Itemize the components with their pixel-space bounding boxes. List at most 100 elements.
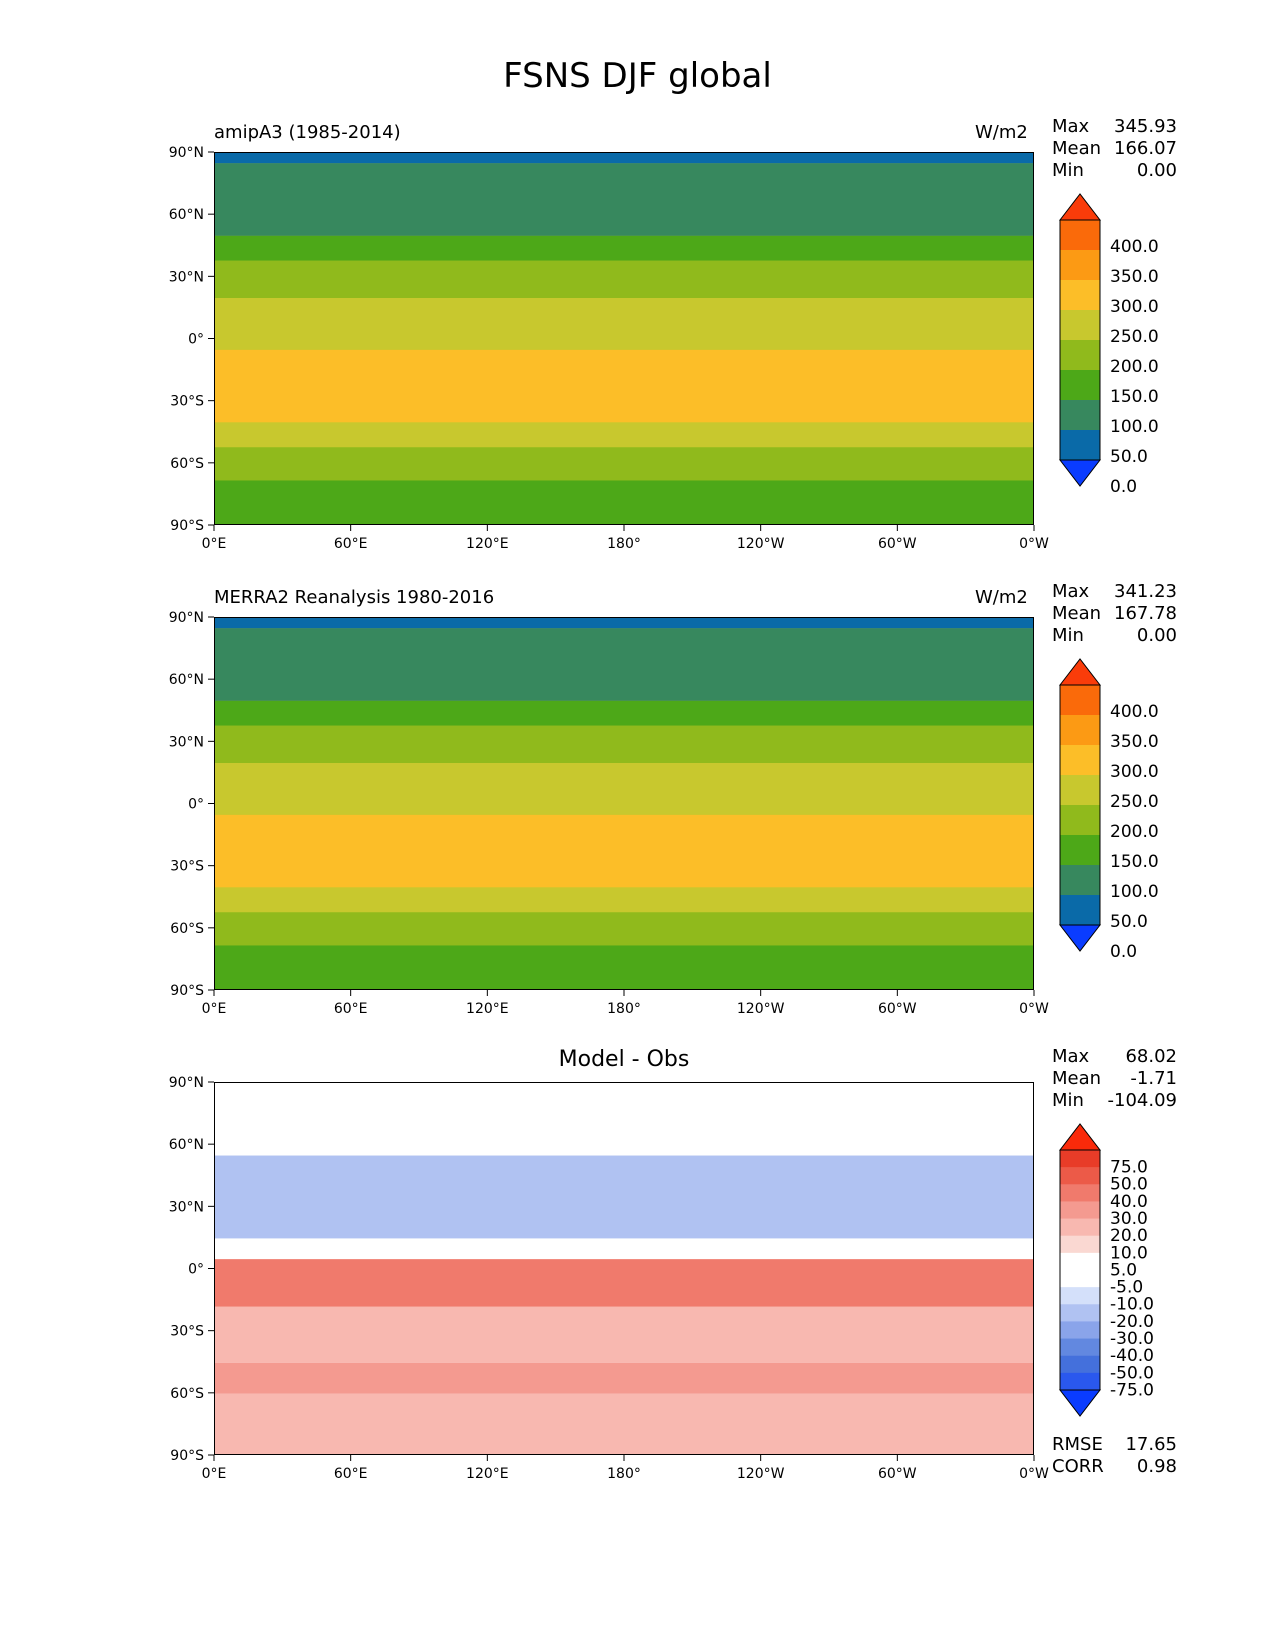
colorbar-label: 30.0 bbox=[1110, 1209, 1148, 1229]
colorbar-segment bbox=[1060, 1235, 1100, 1254]
panel1-stat-min: 0.00 bbox=[1136, 160, 1177, 181]
axes-ticks-panel2: 90°N 60°N 30°N 0° 30°S 60°S 90°S 0°E 60°E 120°E 18… bbox=[169, 610, 1049, 1017]
colorbar-segment bbox=[1060, 1252, 1100, 1271]
colorbar-label: 50.0 bbox=[1110, 1175, 1148, 1195]
x-tick-label: 180° bbox=[607, 1466, 641, 1482]
x-tick-label: 0°E bbox=[202, 1001, 227, 1017]
colorbar-segment bbox=[1060, 1150, 1100, 1168]
zonal-band bbox=[215, 349, 1033, 423]
zonal-band bbox=[215, 1362, 1033, 1394]
y-tick-label: 30°N bbox=[169, 269, 204, 285]
colorbar-label: 300.0 bbox=[1110, 297, 1159, 317]
colorbar-extend-min bbox=[1058, 1389, 1102, 1417]
colorbar-label: 50.0 bbox=[1110, 912, 1148, 932]
y-tick-label: 0° bbox=[188, 797, 204, 813]
colorbar-extend-max bbox=[1058, 658, 1102, 686]
colorbar-label: 200.0 bbox=[1110, 357, 1159, 377]
y-tick-label: 60°N bbox=[169, 1137, 204, 1153]
colorbar-segment bbox=[1060, 340, 1100, 371]
colorbar-label: 350.0 bbox=[1110, 267, 1159, 287]
panel3-stat-max-label: Max bbox=[1052, 1046, 1090, 1067]
x-tick-label: 60°W bbox=[878, 1001, 917, 1017]
colorbar-label: 400.0 bbox=[1110, 237, 1159, 257]
panel2-subtitle: MERRA2 Reanalysis 1980-2016 bbox=[214, 587, 495, 608]
y-tick-label: 60°S bbox=[170, 921, 204, 937]
panel3-stat-min-label: Min bbox=[1052, 1090, 1084, 1111]
colorbar-segment bbox=[1060, 1372, 1100, 1391]
colorbar-label: -50.0 bbox=[1110, 1363, 1154, 1383]
colorbar-label: 75.0 bbox=[1110, 1158, 1148, 1178]
panel3-stat-mean: -1.71 bbox=[1130, 1068, 1177, 1089]
panel2-stat-mean: 167.78 bbox=[1114, 603, 1177, 624]
colorbar-label: 250.0 bbox=[1110, 327, 1159, 347]
axes-ticks-panel1: 90°N 60°N 30°N 0° 30°S 60°S 90°S 0°E 60°E 120°E 18… bbox=[169, 145, 1049, 552]
colorbar-extend-max bbox=[1058, 1123, 1102, 1151]
colorbar-label: 40.0 bbox=[1110, 1192, 1148, 1212]
colorbar-label: 200.0 bbox=[1110, 822, 1159, 842]
panel3-title: Model - Obs bbox=[558, 1047, 690, 1072]
map-panel-obs bbox=[214, 617, 1034, 990]
colorbar-label: 100.0 bbox=[1110, 882, 1159, 902]
colorbar-label: 20.0 bbox=[1110, 1226, 1148, 1246]
y-tick-label: 30°N bbox=[169, 1199, 204, 1215]
panel1-stat-max: 345.93 bbox=[1114, 116, 1177, 137]
y-tick-label: 30°S bbox=[170, 859, 204, 875]
panel2-stat-min: 0.00 bbox=[1136, 625, 1177, 646]
y-tick-label: 60°S bbox=[170, 456, 204, 472]
colorbar-segment bbox=[1060, 1184, 1100, 1202]
panel2-stat-max-label: Max bbox=[1052, 581, 1090, 602]
x-tick-label: 0°E bbox=[202, 1466, 227, 1482]
panel3-corr-label: CORR bbox=[1052, 1456, 1104, 1477]
zonal-band bbox=[215, 163, 1033, 236]
colorbar-frame bbox=[1059, 684, 1101, 926]
colorbar-segment bbox=[1060, 1355, 1100, 1374]
colorbar-panel1: 400.0 350.0 300.0 250.0 200.0 150.0 100.0 50.0 0… bbox=[1058, 193, 1159, 497]
x-tick-label: 60°E bbox=[334, 536, 368, 552]
zonal-band bbox=[215, 618, 1033, 629]
y-tick-label: 30°S bbox=[170, 394, 204, 410]
zonal-band bbox=[215, 480, 1033, 524]
zonal-band bbox=[215, 763, 1033, 815]
x-tick-label: 180° bbox=[607, 1001, 641, 1017]
panel3-corr: 0.98 bbox=[1136, 1456, 1177, 1477]
colorbar-segment bbox=[1060, 220, 1100, 251]
colorbar-extend-min bbox=[1058, 924, 1102, 952]
y-tick-label: 30°S bbox=[170, 1324, 204, 1340]
colorbar-extend-min bbox=[1058, 459, 1102, 487]
colorbar-segment bbox=[1060, 370, 1100, 401]
colorbar-label: -10.0 bbox=[1110, 1295, 1154, 1315]
colorbar-segment bbox=[1060, 1338, 1100, 1357]
colorbar-label: -30.0 bbox=[1110, 1329, 1154, 1349]
colorbar-segment bbox=[1060, 1287, 1100, 1305]
colorbar-label: 400.0 bbox=[1110, 702, 1159, 722]
zonal-band bbox=[215, 235, 1033, 261]
panel3-stat-min: -104.09 bbox=[1107, 1090, 1177, 1111]
y-tick-label: 90°S bbox=[170, 983, 204, 999]
y-tick-label: 60°N bbox=[169, 672, 204, 688]
panel2-units: W/m2 bbox=[975, 587, 1028, 608]
colorbar-segment bbox=[1060, 715, 1100, 746]
panel2-stat-max: 341.23 bbox=[1114, 581, 1177, 602]
colorbar-segment bbox=[1060, 1167, 1100, 1185]
colorbar-segment bbox=[1060, 1321, 1100, 1340]
zonal-band bbox=[215, 422, 1033, 448]
colorbar-label: 300.0 bbox=[1110, 762, 1159, 782]
map-raster bbox=[215, 1083, 1033, 1454]
colorbar-segment bbox=[1060, 685, 1100, 716]
colorbar-label: 5.0 bbox=[1110, 1260, 1137, 1280]
x-tick-label: 180° bbox=[607, 536, 641, 552]
y-tick-label: 30°N bbox=[169, 734, 204, 750]
x-tick-label: 120°E bbox=[466, 1466, 509, 1482]
x-tick-label: 120°W bbox=[737, 1466, 785, 1482]
panel1-units: W/m2 bbox=[975, 122, 1028, 143]
colorbar-segment bbox=[1060, 745, 1100, 776]
x-tick-label: 0°E bbox=[202, 536, 227, 552]
panel2-stat-min-label: Min bbox=[1052, 625, 1084, 646]
colorbar-segment bbox=[1060, 250, 1100, 281]
map-panel-model bbox=[214, 152, 1034, 525]
colorbar-segment bbox=[1060, 1201, 1100, 1220]
y-tick-label: 90°S bbox=[170, 518, 204, 534]
panel3-stat-mean-label: Mean bbox=[1052, 1068, 1102, 1089]
x-tick-label: 0°W bbox=[1019, 1466, 1049, 1482]
